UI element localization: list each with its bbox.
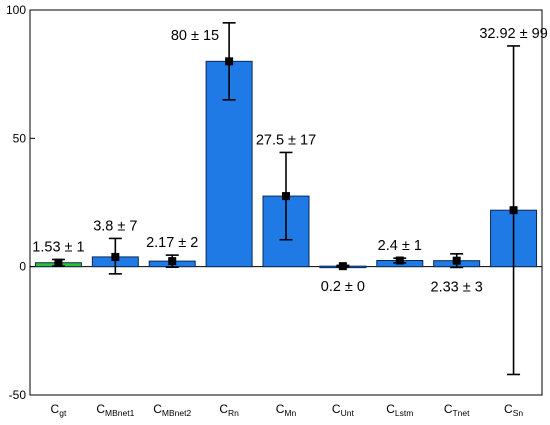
category-label: CRn: [219, 402, 239, 418]
mean-marker: [452, 256, 461, 265]
mean-marker: [54, 258, 63, 267]
mean-marker: [282, 192, 290, 201]
data-label: 0.2 ± 0: [321, 279, 365, 295]
category-label: CMBnet1: [96, 402, 134, 418]
category-label: CSn: [504, 402, 523, 418]
y-tick-label: 50: [13, 131, 27, 145]
data-label: 1.53 ± 1: [32, 239, 84, 255]
mean-marker: [168, 257, 177, 266]
category-label: CUnt: [332, 402, 355, 418]
category-label: CLstm: [386, 402, 413, 418]
category-label: Cgt: [51, 402, 67, 418]
plot-frame: [29, 9, 543, 396]
data-label: 32.92 ± 99: [479, 26, 547, 42]
data-label: 2.33 ± 3: [431, 279, 483, 295]
data-label: 80 ± 15: [171, 28, 219, 44]
category-label: CTnet: [444, 402, 470, 418]
category-label: CMBnet2: [153, 402, 191, 418]
mean-marker: [395, 256, 404, 265]
data-label: 27.5 ± 17: [256, 132, 316, 148]
y-tick-label: -50: [9, 388, 27, 402]
data-label: 2.4 ± 1: [378, 238, 422, 254]
y-tick-label: 100: [6, 3, 26, 17]
y-tick-label: 0: [19, 260, 26, 274]
mean-marker: [111, 252, 120, 261]
data-label: 2.17 ± 2: [146, 235, 198, 251]
mean-marker: [225, 57, 234, 66]
mean-marker: [338, 262, 347, 271]
category-label: CMn: [276, 402, 297, 418]
mean-marker: [509, 206, 518, 215]
data-label: 3.8 ± 7: [93, 218, 137, 234]
